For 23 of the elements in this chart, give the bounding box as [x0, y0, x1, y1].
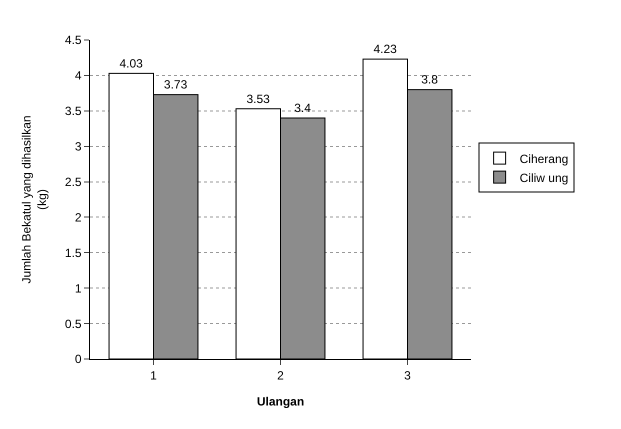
y-tick-label: 3.5	[64, 104, 82, 118]
data-label: 3.4	[294, 100, 312, 115]
x-tick-label: 1	[150, 368, 158, 382]
legend-label: Ciherang	[520, 152, 568, 166]
data-label: 4.23	[373, 42, 398, 56]
y-tick-label: 2.5	[64, 174, 82, 189]
y-tick-label: 4.5	[64, 33, 82, 48]
y-tick-label: 0	[74, 352, 82, 366]
y-tick-label: 3	[74, 140, 82, 154]
y-tick-label: 2	[74, 210, 82, 224]
y-tick-label: 0.5	[64, 316, 82, 331]
x-tick-label: 2	[277, 368, 284, 382]
y-tick-label: 1.5	[64, 246, 82, 260]
data-label: 4.03	[119, 56, 144, 70]
data-label: 3.73	[164, 78, 188, 92]
y-tick-label: 4	[74, 68, 82, 83]
legend-label: Ciliw ung	[520, 170, 568, 185]
y-tick-label: 1	[74, 281, 82, 296]
x-axis-title: Ulangan	[256, 394, 304, 408]
data-label: 3.8	[421, 72, 438, 87]
y-axis-title: Jumlah Bekatul yang dihasilkan (kg)	[20, 115, 50, 284]
x-tick-label: 3	[404, 368, 412, 382]
data-label: 3.53	[246, 92, 270, 106]
